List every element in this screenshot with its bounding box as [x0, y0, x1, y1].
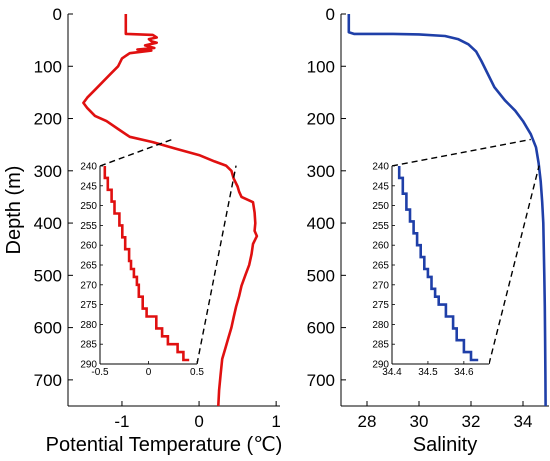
panel2-inset-y-tick-label: 290	[372, 360, 389, 371]
panel1-inset-y-tick-label: 240	[80, 162, 97, 173]
panel2-y-tick-label: 300	[307, 162, 335, 181]
panel2-zoom-connector-bottom	[488, 165, 540, 365]
panel1-y-tick-label: 300	[34, 162, 62, 181]
panel2-y-tick-label: 500	[307, 266, 335, 285]
panel2-inset-y-tick-label: 245	[372, 181, 389, 192]
panel2-y-tick-label: 600	[307, 319, 335, 338]
panel1-inset-y-tick-label: 250	[80, 201, 97, 212]
panel2-inset-y-tick-label: 260	[372, 241, 389, 252]
panel2-y-tick-label: 100	[307, 57, 335, 76]
panel2-inset-y-tick-label: 280	[372, 320, 389, 331]
panel1-inset-x-tick-label: 0	[146, 367, 152, 378]
panel1-y-tick-label: 500	[34, 266, 62, 285]
panel1-inset-x-tick-label: -0.5	[91, 367, 109, 378]
panel2-profile-line	[347, 14, 547, 407]
panel2-inset-profile-line	[397, 166, 479, 362]
panel1-inset-y-tick-label: 255	[80, 221, 97, 232]
panel2-x-tick-label: 34	[514, 412, 533, 431]
panel2-inset-y-tick-label: 250	[372, 201, 389, 212]
panel1-inset-y-tick-label: 260	[80, 241, 97, 252]
panel2-x-tick-label: 28	[358, 412, 377, 431]
panel2-inset-x-tick-label: 34.6	[454, 367, 474, 378]
panel1-y-tick-label: 200	[34, 110, 62, 129]
panel1-inset-y-tick-label: 280	[80, 320, 97, 331]
panel1-zoom-connector-top	[99, 138, 173, 167]
panel1-inset-y-tick-label: 290	[80, 360, 97, 371]
panel2-y-tick-label: 400	[307, 214, 335, 233]
panel1-profile-line	[82, 14, 259, 407]
panel1-zoom-connector-bottom	[196, 165, 237, 365]
panel2-x-tick-label: 30	[410, 412, 429, 431]
panel1-inset-x-tick-label: 0.5	[190, 367, 204, 378]
panel2-inset-y-tick-label: 255	[372, 221, 389, 232]
panel2-x-tick-label: 32	[462, 412, 481, 431]
panel2-y-tick-label: 700	[307, 371, 335, 390]
panel1-y-axis-title: Depth (m)	[3, 166, 25, 255]
panel1-inset-y-tick-label: 285	[80, 340, 97, 351]
panel1-inset-y-tick-label: 275	[80, 300, 97, 311]
panel1-x-axis-title: Potential Temperature (℃)	[46, 434, 283, 456]
panel2-y-tick-label: 0	[326, 5, 335, 24]
panel1-inset-y-tick-label: 270	[80, 280, 97, 291]
panel1-y-tick-label: 100	[34, 57, 62, 76]
panel1-inset-profile-line	[103, 166, 190, 362]
panel1-y-tick-label: 0	[53, 5, 62, 24]
panel1-y-tick-label: 600	[34, 319, 62, 338]
panel2-inset-x-tick-label: 34.5	[418, 367, 438, 378]
panel1-y-tick-label: 400	[34, 214, 62, 233]
panel2-y-tick-label: 200	[307, 110, 335, 129]
panel2-inset-background	[392, 166, 489, 364]
panel1-x-tick-label: 1	[271, 412, 280, 431]
panel1-inset-y-tick-label: 245	[80, 181, 97, 192]
panel2-inset-y-tick-label: 270	[372, 280, 389, 291]
panel1-inset-background	[100, 166, 197, 364]
panel1-inset-y-tick-label: 265	[80, 261, 97, 272]
panel2-inset-y-tick-label: 240	[372, 162, 389, 173]
panel1-y-tick-label: 700	[34, 371, 62, 390]
panel2-x-axis-title: Salinity	[413, 434, 477, 456]
panel2-inset-y-tick-label: 275	[372, 300, 389, 311]
panel2-inset-y-tick-label: 265	[372, 261, 389, 272]
panel2-inset-y-tick-label: 285	[372, 340, 389, 351]
panel1-x-tick-label: -1	[114, 412, 129, 431]
panel2-inset-x-tick-label: 34.4	[382, 367, 402, 378]
panel1-x-tick-label: 0	[194, 412, 203, 431]
panel2-zoom-connector-top	[391, 138, 531, 167]
